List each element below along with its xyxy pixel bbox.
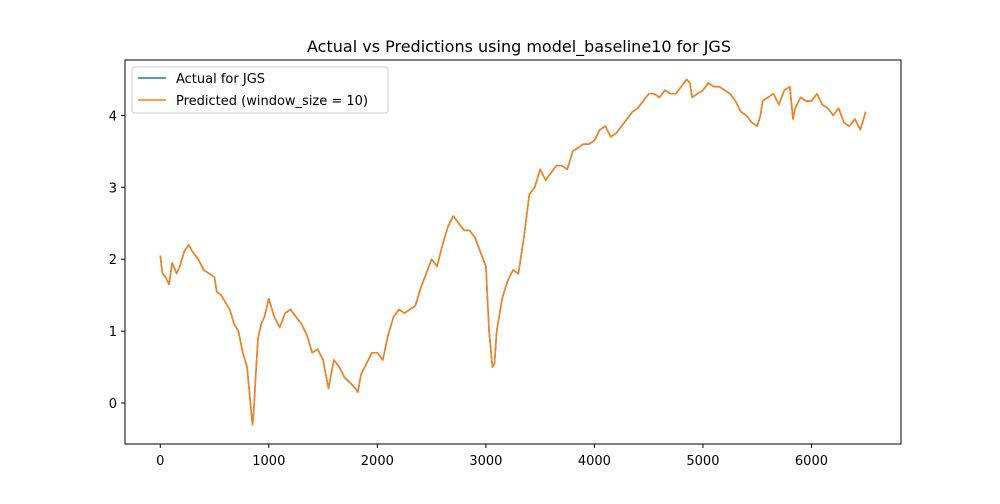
series-layer — [159, 78, 867, 426]
x-tick-label: 4000 — [578, 454, 611, 469]
legend-box — [131, 66, 389, 114]
plot-frame — [124, 59, 902, 445]
legend: Actual for JGS Predicted (window_size = … — [131, 66, 389, 114]
x-axis: 0 1000 2000 3000 4000 5000 6000 — [156, 444, 828, 469]
y-axis: 0 1 2 3 4 — [109, 109, 125, 412]
y-tick-label: 0 — [109, 397, 117, 412]
x-tick-label: 3000 — [469, 454, 502, 469]
legend-label-predicted: Predicted (window_size = 10) — [176, 94, 368, 109]
legend-label-actual: Actual for JGS — [176, 72, 265, 87]
x-tick-label: 5000 — [686, 454, 719, 469]
x-tick-label: 1000 — [252, 454, 285, 469]
chart-title: Actual vs Predictions using model_baseli… — [307, 37, 731, 57]
y-tick-label: 1 — [109, 325, 117, 340]
y-tick-label: 2 — [109, 253, 117, 268]
x-tick-label: 2000 — [361, 454, 394, 469]
series-line-predicted — [159, 78, 867, 426]
x-tick-label: 0 — [156, 454, 164, 469]
x-tick-label: 6000 — [795, 454, 828, 469]
y-tick-label: 3 — [109, 181, 117, 196]
y-tick-label: 4 — [109, 109, 117, 124]
